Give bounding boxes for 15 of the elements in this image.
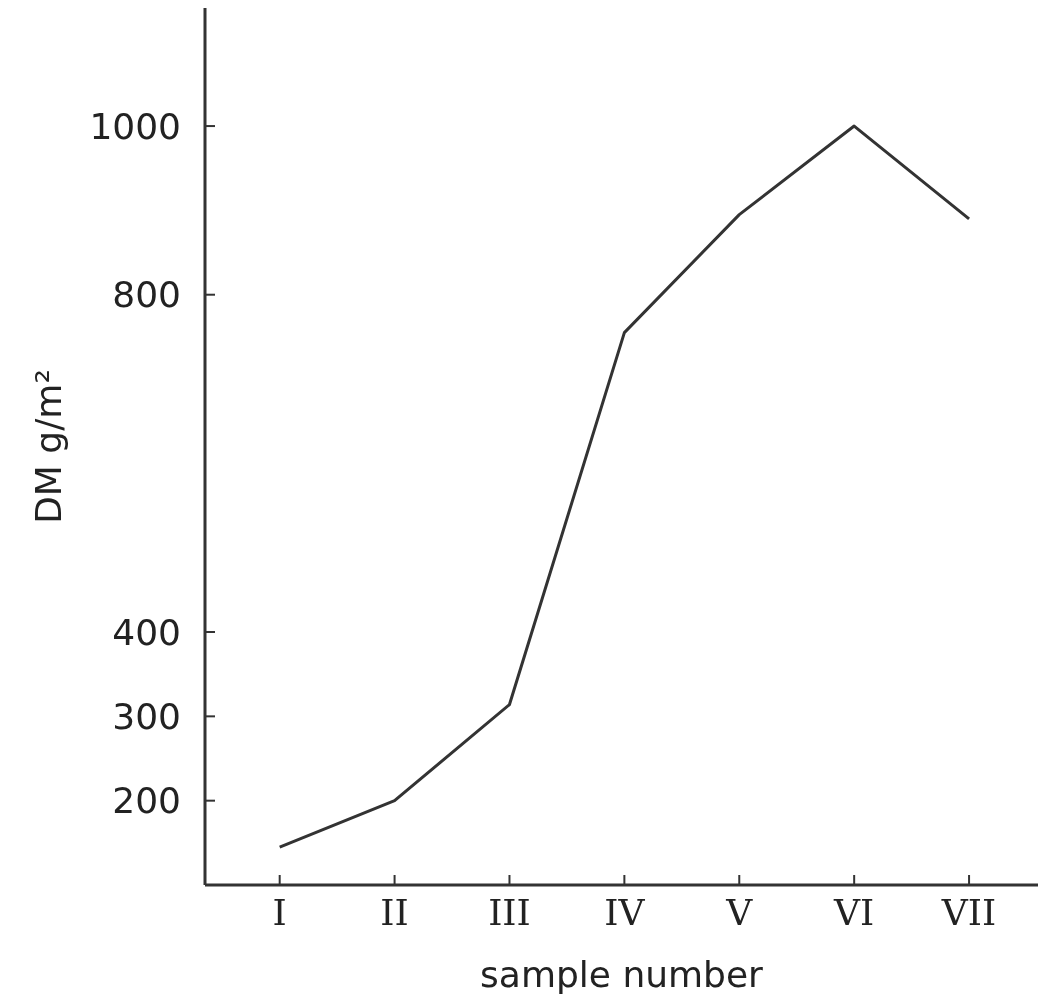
y-tick-label: 800 [112,274,181,316]
x-tick-label: I [272,891,287,933]
x-tick-label: II [380,891,409,933]
y-tick-label: 400 [112,611,181,653]
y-tick-label: 1000 [89,105,181,147]
x-tick-label: III [488,891,531,933]
y-axis-title: DM g/m² [27,369,69,524]
x-tick-label: IV [604,891,646,933]
y-tick-label: 200 [112,780,181,822]
x-axis-title: sample number [480,954,764,995]
line-series [278,124,971,849]
y-tick-label: 300 [112,696,181,738]
x-tick-label: VII [940,891,997,933]
x-tick-label: VI [833,891,875,933]
x-tick-label: V [725,891,754,933]
